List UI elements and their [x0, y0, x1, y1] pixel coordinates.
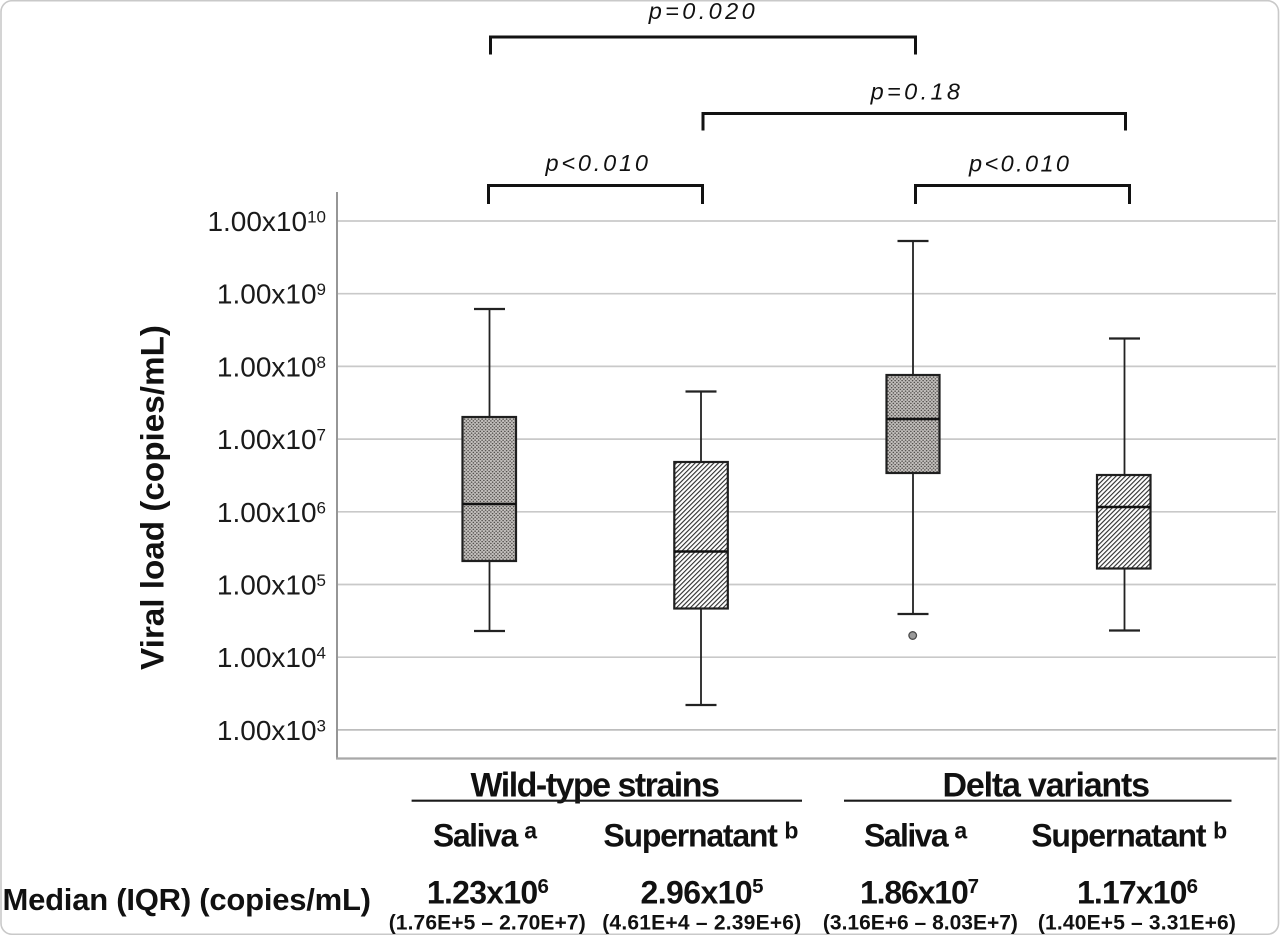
svg-text:(3.16E+6 – 8.03E+7): (3.16E+6 – 8.03E+7) — [823, 911, 1018, 934]
svg-text:p=0.020: p=0.020 — [648, 0, 755, 24]
svg-text:1.23x106: 1.23x106 — [427, 875, 549, 911]
svg-text:Delta variants: Delta variants — [943, 767, 1151, 805]
svg-text:2.96x105: 2.96x105 — [641, 875, 764, 911]
svg-text:(1.40E+5 – 3.31E+6): (1.40E+5 – 3.31E+6) — [1038, 911, 1236, 934]
svg-text:Wild-type strains: Wild-type strains — [471, 767, 720, 805]
svg-text:1.17x106: 1.17x106 — [1077, 875, 1198, 911]
svg-text:Median (IQR) (copies/mL): Median (IQR) (copies/mL) — [3, 882, 372, 917]
svg-text:p=0.18: p=0.18 — [870, 79, 960, 105]
svg-text:1.86x107: 1.86x107 — [860, 875, 979, 911]
svg-text:Saliva a: Saliva a — [864, 818, 967, 854]
svg-text:(1.76E+5 – 2.70E+7): (1.76E+5 – 2.70E+7) — [389, 911, 586, 934]
svg-text:Viral load (copies/mL): Viral load (copies/mL) — [134, 325, 170, 670]
svg-text:1.00x109: 1.00x109 — [217, 279, 326, 310]
svg-text:Saliva a: Saliva a — [433, 818, 537, 854]
svg-text:(4.61E+4 – 2.39E+6): (4.61E+4 – 2.39E+6) — [602, 911, 801, 934]
svg-text:1.00x103: 1.00x103 — [217, 715, 326, 746]
svg-text:Supernatant b: Supernatant b — [1031, 818, 1227, 854]
svg-text:1.00x107: 1.00x107 — [217, 424, 326, 455]
svg-text:1.00x1010: 1.00x1010 — [207, 206, 326, 237]
svg-text:1.00x106: 1.00x106 — [217, 497, 326, 528]
svg-text:1.00x104: 1.00x104 — [217, 642, 326, 673]
svg-text:p<0.010: p<0.010 — [545, 150, 648, 176]
svg-text:1.00x108: 1.00x108 — [217, 351, 326, 382]
svg-text:Supernatant b: Supernatant b — [603, 818, 798, 854]
svg-text:p<0.010: p<0.010 — [968, 151, 1069, 177]
svg-text:1.00x105: 1.00x105 — [217, 570, 326, 601]
